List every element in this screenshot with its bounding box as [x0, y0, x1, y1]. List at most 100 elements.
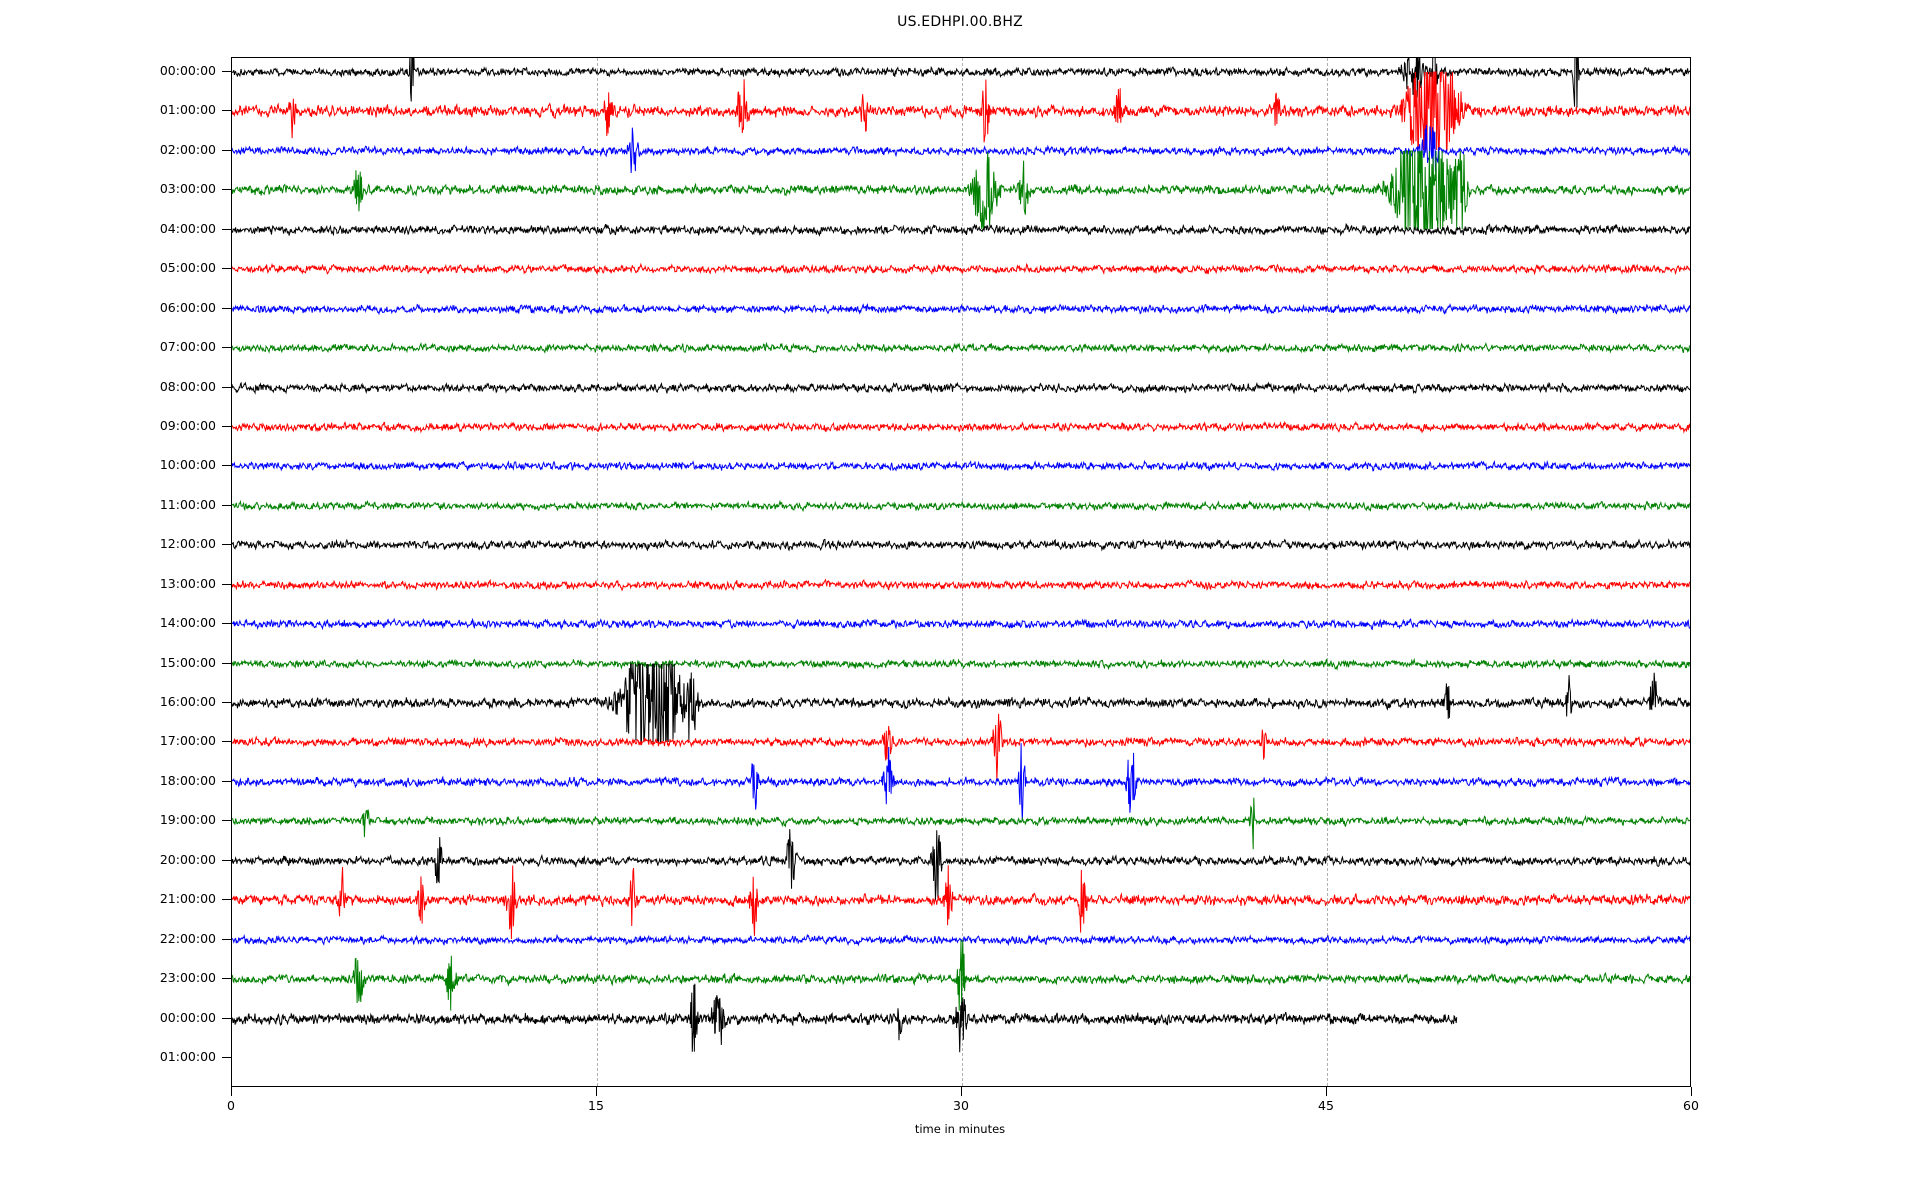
gridline-15 — [597, 58, 598, 1086]
trace-line — [232, 344, 1690, 353]
trace-line — [232, 264, 1690, 274]
y-axis-tick — [222, 820, 231, 822]
trace-row — [232, 584, 1690, 664]
trace-line — [232, 619, 1690, 629]
y-axis-tick — [222, 544, 231, 546]
trace-row — [232, 939, 1690, 1019]
y-axis-tick — [222, 347, 231, 349]
y-axis-tick-label: 18:00:00 — [159, 772, 216, 788]
y-axis-tick-label: 15:00:00 — [159, 654, 216, 670]
trace-row — [232, 111, 1690, 191]
trace-line — [232, 664, 1690, 742]
trace-line — [232, 580, 1690, 590]
y-axis-tick-label: 08:00:00 — [159, 378, 216, 394]
trace-row — [232, 900, 1690, 980]
y-axis-tick-label: 13:00:00 — [159, 575, 216, 591]
trace-row — [232, 545, 1690, 625]
y-axis-tick — [222, 110, 231, 112]
trace-line — [232, 714, 1690, 780]
y-axis-tick-label: 11:00:00 — [159, 496, 216, 512]
trace-line — [232, 743, 1690, 821]
y-axis-tick — [222, 465, 231, 467]
y-axis-tick — [222, 149, 231, 151]
y-axis-tick — [222, 425, 231, 427]
trace-line — [232, 125, 1690, 173]
y-axis-tick-label: 06:00:00 — [159, 299, 216, 315]
trace-line — [232, 798, 1690, 850]
y-axis-tick-label: 16:00:00 — [159, 694, 216, 710]
y-axis-tick-label: 20:00:00 — [159, 851, 216, 867]
x-axis-tick — [596, 1087, 597, 1096]
trace-line — [232, 151, 1690, 229]
y-axis-tick-label: 10:00:00 — [159, 457, 216, 473]
trace-row — [232, 426, 1690, 506]
y-axis-tick-label: 01:00:00 — [159, 102, 216, 118]
y-axis-tick — [222, 189, 231, 191]
x-axis-tick-label: 60 — [1683, 1098, 1699, 1113]
y-axis-tick — [222, 938, 231, 940]
trace-row — [232, 150, 1690, 230]
trace-row — [232, 979, 1690, 1059]
trace-line — [232, 462, 1690, 472]
y-axis-tick-label: 07:00:00 — [159, 339, 216, 355]
trace-row — [232, 505, 1690, 585]
y-axis-tick — [222, 978, 231, 980]
y-axis-tick — [222, 702, 231, 704]
trace-line — [232, 540, 1690, 551]
x-axis-tick-label: 30 — [953, 1098, 969, 1113]
plot-area — [231, 57, 1691, 1087]
y-axis-tick — [222, 1017, 231, 1019]
trace-row — [232, 71, 1690, 151]
x-axis-tick — [961, 1087, 962, 1096]
y-axis-tick-label: 09:00:00 — [159, 417, 216, 433]
y-axis-tick-label: 19:00:00 — [159, 812, 216, 828]
trace-row — [232, 190, 1690, 270]
y-axis-tick-label: 05:00:00 — [159, 260, 216, 276]
x-axis-tick-label: 0 — [227, 1098, 235, 1113]
trace-line — [232, 659, 1690, 669]
trace-line — [232, 383, 1690, 393]
y-axis-tick — [222, 228, 231, 230]
trace-row — [232, 860, 1690, 940]
trace-line — [232, 501, 1690, 510]
y-axis-tick — [222, 307, 231, 309]
trace-row — [232, 702, 1690, 782]
y-axis-tick-label: 00:00:00 — [159, 1009, 216, 1025]
trace-row — [232, 348, 1690, 428]
trace-row — [232, 624, 1690, 704]
y-axis-tick-label: 03:00:00 — [159, 181, 216, 197]
x-axis-tick-label: 45 — [1318, 1098, 1334, 1113]
trace-line — [232, 940, 1690, 1011]
trace-line — [232, 935, 1690, 945]
x-axis-tick — [231, 1087, 232, 1096]
trace-row — [232, 821, 1690, 901]
trace-row — [232, 57, 1690, 112]
y-axis-tick-label: 01:00:00 — [159, 1049, 216, 1064]
y-axis-tick — [222, 859, 231, 861]
gridline-45 — [1327, 58, 1328, 1086]
y-axis-tick — [222, 583, 231, 585]
y-axis-tick — [222, 386, 231, 388]
x-axis-title: time in minutes — [914, 1122, 1006, 1136]
y-axis-tick — [222, 780, 231, 782]
trace-line — [232, 829, 1690, 900]
trace-row — [232, 229, 1690, 309]
trace-row — [232, 663, 1690, 743]
y-axis-tick — [222, 623, 231, 625]
y-axis-tick-label: 02:00:00 — [159, 141, 216, 157]
trace-line — [232, 224, 1690, 236]
x-axis-tick — [1326, 1087, 1327, 1096]
x-axis-tick — [1691, 1087, 1692, 1096]
y-axis-tick — [222, 268, 231, 270]
trace-line — [232, 422, 1690, 432]
y-axis-tick — [222, 504, 231, 506]
y-axis-tick-label: 14:00:00 — [159, 615, 216, 631]
y-axis-tick — [222, 741, 231, 743]
trace-line — [232, 57, 1690, 108]
y-axis-tick-label: 23:00:00 — [159, 970, 216, 986]
y-axis-tick-label: 04:00:00 — [159, 220, 216, 236]
y-axis-tick — [222, 71, 231, 72]
trace-line — [232, 72, 1690, 150]
x-axis-tick-label: 15 — [588, 1098, 604, 1113]
